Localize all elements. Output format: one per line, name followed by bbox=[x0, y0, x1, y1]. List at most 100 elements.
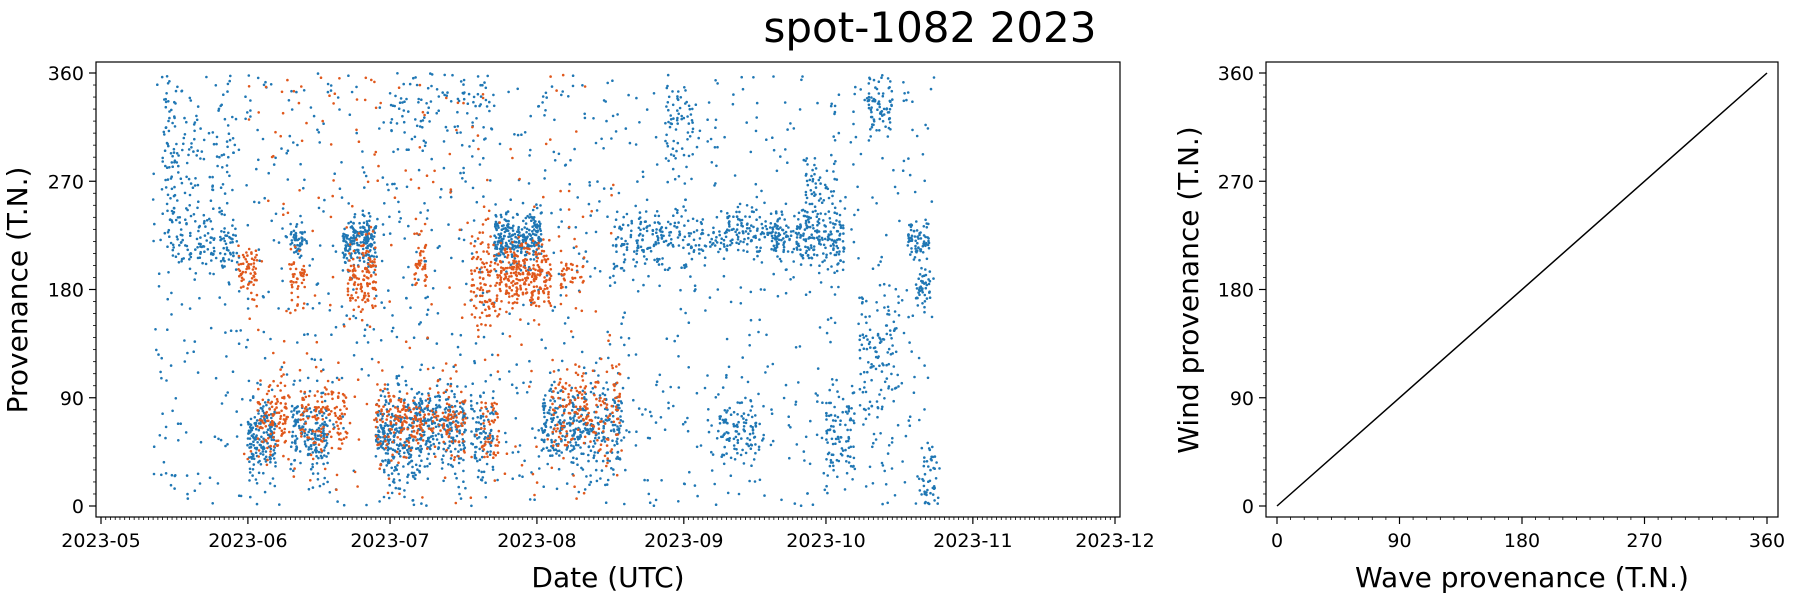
data-point bbox=[636, 180, 639, 183]
data-point bbox=[440, 467, 444, 470]
data-point bbox=[893, 328, 896, 331]
data-point bbox=[611, 244, 615, 247]
data-point bbox=[605, 451, 609, 455]
data-point bbox=[627, 354, 631, 357]
data-point bbox=[878, 283, 882, 287]
data-point bbox=[319, 430, 323, 434]
data-point bbox=[835, 219, 838, 222]
data-point bbox=[240, 272, 244, 275]
data-point bbox=[195, 114, 198, 118]
data-point bbox=[456, 385, 459, 388]
data-point bbox=[786, 161, 789, 164]
data-point bbox=[926, 243, 930, 247]
data-point bbox=[471, 186, 475, 190]
data-point bbox=[783, 101, 787, 104]
data-point bbox=[875, 129, 878, 132]
data-point bbox=[652, 504, 656, 508]
data-point bbox=[520, 228, 524, 231]
data-point bbox=[362, 278, 365, 281]
data-point bbox=[925, 491, 928, 494]
data-point bbox=[257, 471, 261, 475]
data-point bbox=[929, 468, 932, 472]
data-point bbox=[196, 105, 200, 108]
data-point bbox=[223, 259, 226, 263]
data-point bbox=[924, 123, 927, 127]
data-point bbox=[871, 196, 874, 199]
data-point bbox=[709, 245, 712, 248]
data-point bbox=[913, 375, 916, 379]
data-point bbox=[626, 224, 630, 227]
data-point bbox=[252, 435, 255, 439]
data-point bbox=[686, 429, 690, 433]
data-point bbox=[381, 176, 385, 179]
data-point bbox=[430, 157, 434, 161]
data-point bbox=[764, 371, 767, 374]
data-point bbox=[698, 129, 702, 133]
data-point bbox=[463, 446, 467, 450]
data-point bbox=[231, 115, 234, 119]
data-point bbox=[384, 459, 387, 462]
data-point bbox=[850, 384, 854, 388]
data-point bbox=[928, 270, 932, 273]
data-point bbox=[484, 436, 487, 439]
data-point bbox=[372, 271, 376, 274]
data-point bbox=[417, 391, 421, 394]
data-point bbox=[341, 415, 345, 418]
data-point bbox=[616, 425, 619, 428]
data-point bbox=[391, 104, 395, 107]
data-point bbox=[253, 278, 257, 282]
data-point bbox=[473, 359, 476, 363]
data-point bbox=[426, 464, 429, 468]
data-point bbox=[170, 209, 174, 213]
data-point bbox=[616, 437, 619, 441]
data-point bbox=[557, 420, 561, 424]
data-point bbox=[412, 401, 416, 405]
data-point bbox=[619, 267, 623, 270]
data-point bbox=[292, 383, 295, 386]
data-point bbox=[278, 426, 282, 430]
data-point bbox=[577, 252, 581, 255]
data-point bbox=[346, 293, 350, 297]
data-point bbox=[557, 152, 561, 156]
data-point bbox=[416, 468, 419, 471]
data-point bbox=[775, 211, 778, 215]
data-point bbox=[267, 290, 270, 294]
data-point bbox=[420, 363, 424, 367]
data-point bbox=[419, 445, 422, 448]
data-point bbox=[168, 116, 171, 120]
data-point bbox=[387, 439, 390, 443]
data-point bbox=[309, 467, 313, 471]
data-point bbox=[911, 100, 914, 103]
data-point bbox=[676, 116, 679, 120]
data-point bbox=[838, 423, 842, 426]
data-point bbox=[750, 443, 754, 447]
data-point bbox=[206, 232, 210, 235]
data-point bbox=[361, 251, 365, 255]
data-point bbox=[892, 320, 896, 324]
data-point bbox=[262, 422, 266, 425]
data-point bbox=[722, 257, 726, 261]
data-point bbox=[901, 460, 904, 463]
data-point bbox=[555, 452, 558, 455]
data-point bbox=[395, 122, 399, 125]
data-point bbox=[774, 249, 778, 253]
data-point bbox=[750, 239, 753, 242]
data-point bbox=[867, 92, 871, 95]
data-point bbox=[344, 249, 348, 252]
data-point bbox=[858, 404, 862, 407]
data-point bbox=[730, 228, 734, 231]
data-point bbox=[671, 167, 675, 171]
data-point bbox=[714, 79, 717, 82]
data-point bbox=[833, 239, 836, 242]
data-point bbox=[272, 436, 275, 439]
data-point bbox=[925, 222, 928, 225]
data-point bbox=[603, 436, 606, 439]
data-point bbox=[359, 287, 363, 291]
data-point bbox=[232, 254, 235, 258]
data-point bbox=[928, 279, 932, 283]
data-point bbox=[157, 353, 160, 356]
data-point bbox=[406, 449, 409, 452]
data-point bbox=[746, 250, 749, 253]
data-point bbox=[494, 245, 498, 248]
data-point bbox=[155, 348, 158, 352]
